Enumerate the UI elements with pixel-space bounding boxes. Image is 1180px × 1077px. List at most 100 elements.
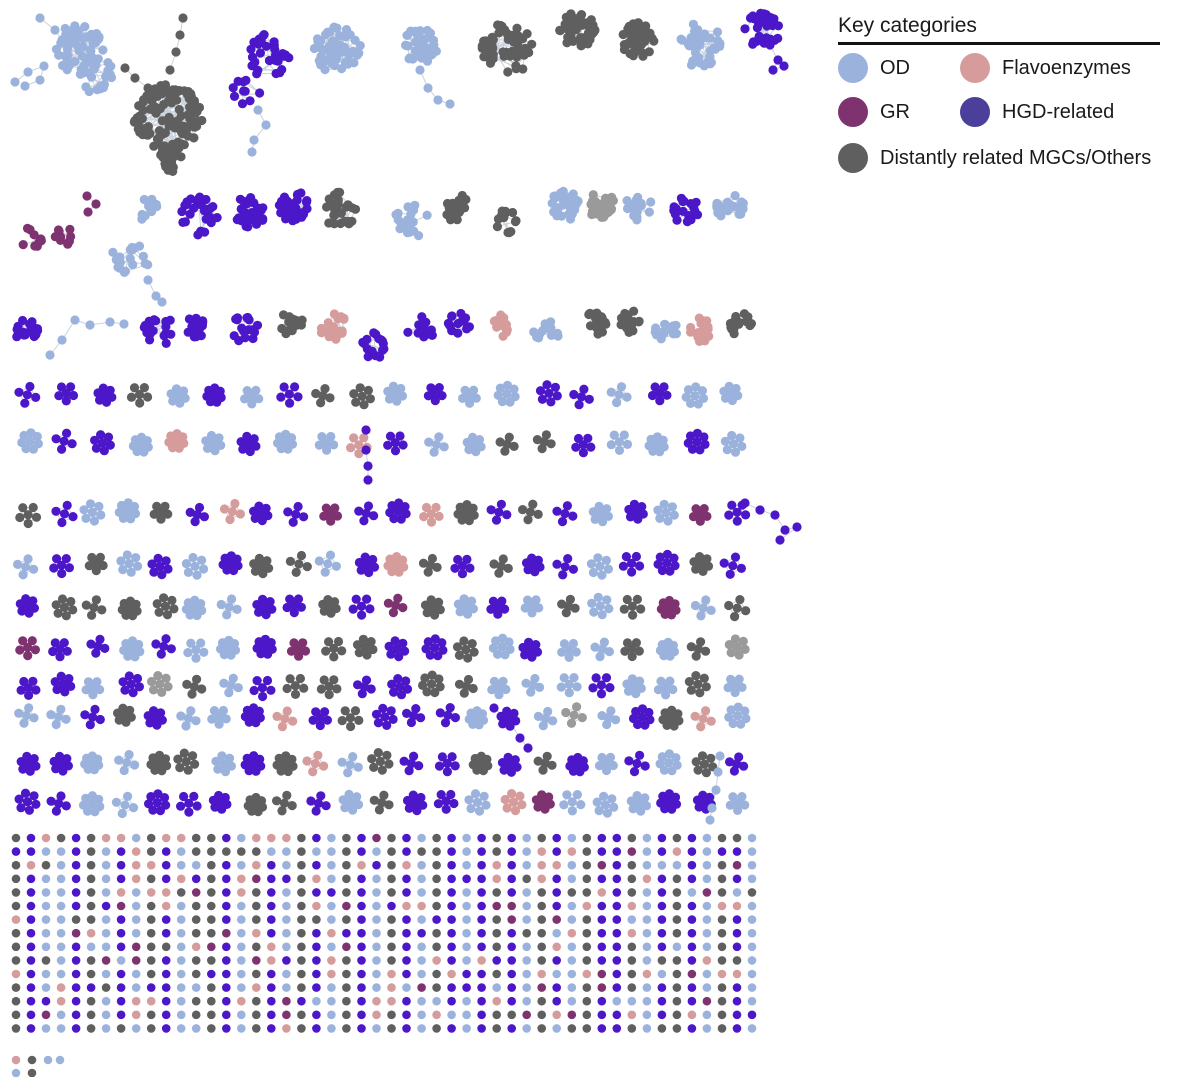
network-node	[155, 104, 165, 114]
network-node	[82, 191, 92, 201]
network-node	[682, 217, 693, 227]
network-node	[316, 60, 326, 70]
legend-item-od: OD	[838, 53, 910, 83]
network-node	[133, 119, 143, 129]
network-node	[98, 383, 108, 393]
network-node	[624, 38, 634, 49]
network-node	[169, 151, 180, 161]
network-node	[652, 326, 662, 336]
network-node	[390, 389, 400, 399]
network-node	[492, 222, 502, 232]
network-node	[418, 327, 428, 337]
network-node	[147, 194, 157, 204]
network-node	[143, 392, 153, 402]
network-node	[365, 394, 375, 404]
network-node	[79, 61, 89, 71]
network-node	[439, 442, 449, 452]
network-node	[172, 95, 182, 105]
network-node	[316, 323, 327, 333]
network-node	[157, 297, 167, 307]
network-node	[571, 25, 581, 35]
network-node	[453, 328, 463, 338]
network-node	[50, 25, 60, 35]
network-node	[768, 65, 778, 75]
network-node	[704, 331, 714, 341]
network-node	[460, 203, 470, 213]
network-node	[748, 39, 758, 49]
network-node	[695, 40, 705, 50]
network-node	[357, 391, 367, 401]
network-node	[25, 381, 35, 392]
network-node	[325, 44, 336, 54]
network-node	[214, 433, 224, 443]
network-node	[177, 206, 187, 217]
network-node	[328, 322, 339, 332]
network-node	[100, 390, 110, 400]
network-node	[691, 382, 701, 392]
network-node	[345, 30, 355, 40]
network-node	[511, 64, 521, 74]
network-node	[378, 345, 388, 355]
network-node	[330, 200, 340, 210]
network-node	[505, 397, 515, 407]
network-node	[773, 21, 784, 31]
network-node	[240, 333, 250, 343]
network-node	[716, 201, 726, 211]
network-node	[518, 64, 528, 74]
network-node	[321, 438, 331, 448]
network-node	[538, 325, 548, 336]
network-node	[269, 40, 279, 50]
network-node	[369, 328, 379, 338]
legend-label-others: Distantly related MGCs/Others	[880, 146, 1152, 169]
network-node	[249, 327, 260, 337]
network-node	[115, 252, 125, 262]
legend-swatch-others	[838, 143, 868, 173]
network-node	[284, 389, 294, 399]
network-node	[738, 204, 748, 214]
network-node	[510, 217, 521, 227]
network-node	[520, 48, 530, 58]
legend-swatch-flavoenzymes	[960, 53, 990, 83]
network-node	[693, 29, 703, 39]
network-node	[374, 334, 384, 344]
network-node	[184, 90, 194, 100]
network-node	[337, 326, 347, 336]
network-node	[640, 21, 651, 31]
network-node	[164, 113, 174, 123]
network-node	[10, 77, 20, 87]
network-node	[574, 400, 584, 410]
network-node	[502, 389, 512, 399]
network-node	[576, 392, 587, 402]
network-node	[135, 398, 145, 408]
legend-label-flavoenzymes: Flavoenzymes	[1002, 56, 1131, 79]
network-node	[322, 202, 332, 212]
network-node	[343, 59, 353, 69]
network-node	[284, 53, 294, 63]
network-node	[499, 319, 509, 330]
network-node	[311, 388, 321, 399]
network-node	[246, 193, 256, 203]
network-node	[174, 143, 184, 153]
network-node	[471, 447, 481, 457]
legend-label-od: OD	[880, 56, 910, 79]
network-node	[765, 40, 775, 50]
network-node	[292, 190, 302, 200]
network-node	[197, 115, 207, 126]
network-node	[206, 430, 217, 441]
network-node	[57, 444, 67, 454]
network-node	[596, 201, 606, 211]
network-node	[414, 30, 424, 40]
network-node	[74, 45, 84, 56]
network-node	[619, 320, 630, 330]
legend-item-others: Distantly related MGCs/Others	[838, 143, 1151, 173]
network-node	[678, 206, 688, 216]
network-node	[566, 9, 576, 19]
network-node	[285, 398, 295, 408]
network-node	[542, 380, 552, 390]
network-node	[293, 392, 303, 402]
network-node	[68, 390, 79, 401]
network-node	[396, 217, 406, 227]
network-node	[200, 227, 210, 237]
network-node	[66, 231, 76, 242]
network-node	[562, 199, 572, 209]
